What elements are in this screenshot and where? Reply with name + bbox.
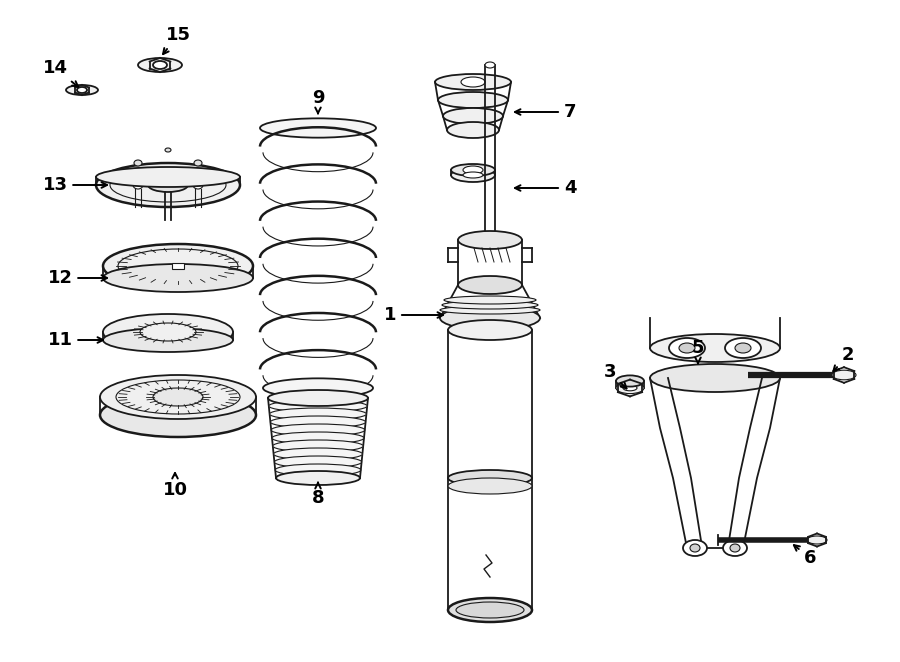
Ellipse shape (447, 122, 499, 138)
Ellipse shape (679, 343, 695, 353)
Text: 4: 4 (515, 179, 576, 197)
Ellipse shape (133, 181, 143, 189)
Text: 13: 13 (42, 176, 107, 194)
Ellipse shape (669, 338, 705, 358)
Ellipse shape (273, 440, 364, 452)
Ellipse shape (103, 314, 233, 350)
Ellipse shape (616, 375, 644, 387)
Ellipse shape (103, 244, 253, 288)
Text: 15: 15 (163, 26, 191, 54)
Ellipse shape (103, 328, 233, 352)
Ellipse shape (807, 536, 827, 544)
Ellipse shape (683, 540, 707, 556)
Ellipse shape (96, 167, 240, 187)
Ellipse shape (100, 393, 256, 437)
Ellipse shape (435, 74, 511, 90)
Text: 2: 2 (833, 346, 854, 371)
Text: 8: 8 (311, 483, 324, 507)
Ellipse shape (448, 598, 532, 622)
Ellipse shape (165, 148, 171, 152)
Text: 1: 1 (383, 306, 443, 324)
Ellipse shape (270, 408, 366, 420)
Text: 14: 14 (42, 59, 78, 87)
Ellipse shape (443, 108, 503, 124)
Ellipse shape (444, 296, 536, 304)
Text: 9: 9 (311, 89, 324, 113)
Ellipse shape (193, 181, 203, 189)
Ellipse shape (100, 375, 256, 419)
Ellipse shape (448, 320, 532, 340)
Ellipse shape (623, 385, 637, 391)
Ellipse shape (194, 160, 202, 166)
Ellipse shape (103, 264, 253, 292)
Ellipse shape (650, 364, 780, 392)
Ellipse shape (96, 163, 240, 207)
Ellipse shape (616, 383, 644, 394)
Ellipse shape (274, 456, 362, 468)
Text: 10: 10 (163, 473, 187, 499)
Ellipse shape (448, 478, 532, 494)
Text: 3: 3 (604, 363, 626, 389)
Ellipse shape (116, 380, 240, 414)
Ellipse shape (77, 87, 87, 93)
Ellipse shape (268, 392, 368, 404)
Ellipse shape (270, 416, 365, 428)
Ellipse shape (274, 448, 363, 460)
Ellipse shape (461, 77, 485, 87)
Ellipse shape (271, 424, 364, 436)
Ellipse shape (730, 544, 740, 552)
Ellipse shape (440, 306, 540, 330)
Ellipse shape (458, 231, 522, 249)
Ellipse shape (138, 58, 182, 72)
Ellipse shape (276, 471, 360, 485)
Ellipse shape (458, 276, 522, 294)
Ellipse shape (269, 400, 367, 412)
Ellipse shape (268, 390, 368, 406)
Ellipse shape (832, 370, 856, 380)
Ellipse shape (451, 168, 495, 182)
Ellipse shape (650, 334, 780, 362)
Text: 6: 6 (794, 545, 816, 567)
Ellipse shape (735, 343, 751, 353)
Ellipse shape (442, 301, 538, 309)
Text: 5: 5 (692, 339, 704, 363)
Ellipse shape (440, 306, 540, 314)
Ellipse shape (276, 472, 360, 484)
Ellipse shape (66, 85, 98, 95)
Ellipse shape (118, 249, 238, 283)
Ellipse shape (148, 178, 188, 192)
Ellipse shape (456, 602, 524, 618)
Ellipse shape (153, 61, 167, 69)
Ellipse shape (451, 164, 495, 176)
Ellipse shape (260, 118, 376, 138)
Ellipse shape (272, 432, 364, 444)
Bar (172, 263, 184, 269)
Ellipse shape (725, 338, 761, 358)
Ellipse shape (110, 168, 226, 202)
Ellipse shape (153, 388, 203, 406)
Ellipse shape (140, 323, 196, 341)
Text: 12: 12 (48, 269, 107, 287)
Ellipse shape (275, 464, 361, 476)
Ellipse shape (723, 540, 747, 556)
Ellipse shape (438, 92, 508, 108)
Ellipse shape (263, 379, 373, 398)
Ellipse shape (463, 166, 483, 174)
Ellipse shape (485, 62, 495, 68)
Text: 11: 11 (48, 331, 104, 349)
Ellipse shape (448, 470, 532, 486)
Ellipse shape (463, 172, 483, 178)
Ellipse shape (690, 544, 700, 552)
Text: 7: 7 (515, 103, 576, 121)
Ellipse shape (134, 160, 142, 166)
